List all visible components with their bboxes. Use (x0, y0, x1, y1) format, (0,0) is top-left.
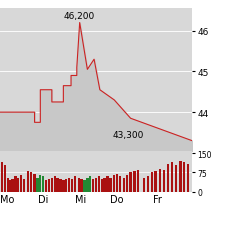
Bar (133, 171, 136, 192)
Bar (171, 163, 173, 192)
Text: Fr: Fr (153, 194, 162, 204)
Bar (59, 179, 62, 192)
Bar (86, 178, 89, 192)
Bar (36, 178, 39, 192)
Bar (137, 170, 139, 192)
Bar (113, 175, 115, 192)
Bar (109, 178, 112, 192)
Bar (83, 180, 86, 192)
Bar (33, 174, 36, 192)
Bar (11, 179, 14, 192)
Bar (20, 175, 22, 192)
Bar (62, 180, 65, 192)
Bar (123, 178, 125, 192)
Bar (74, 176, 76, 192)
Bar (42, 176, 44, 192)
Bar (174, 165, 177, 192)
Bar (30, 173, 32, 192)
Bar (150, 173, 153, 192)
Bar (179, 161, 182, 192)
Bar (106, 176, 109, 192)
Bar (103, 178, 106, 192)
Bar (116, 174, 118, 192)
Bar (39, 175, 42, 192)
Bar (1, 163, 3, 192)
Bar (23, 179, 25, 192)
Text: 46,200: 46,200 (64, 12, 95, 21)
Bar (48, 179, 50, 192)
Bar (92, 179, 94, 192)
Bar (126, 175, 128, 192)
Bar (65, 179, 67, 192)
Bar (119, 176, 121, 192)
Bar (80, 179, 83, 192)
Text: Mi: Mi (75, 194, 86, 204)
Bar (159, 169, 162, 192)
Bar (54, 176, 56, 192)
Bar (9, 180, 11, 192)
Bar (56, 178, 59, 192)
Bar (187, 164, 189, 192)
Bar (68, 178, 70, 192)
Text: 43,300: 43,300 (112, 130, 144, 139)
Bar (89, 176, 91, 192)
Bar (45, 180, 47, 192)
Bar (163, 170, 165, 192)
Bar (78, 178, 80, 192)
Bar (129, 173, 132, 192)
Bar (51, 178, 53, 192)
Bar (4, 165, 6, 192)
Bar (143, 178, 145, 192)
Bar (101, 179, 103, 192)
Text: Di: Di (38, 194, 48, 204)
Bar (154, 171, 157, 192)
Bar (71, 179, 73, 192)
Bar (147, 176, 149, 192)
Text: Mo: Mo (0, 194, 15, 204)
Bar (27, 171, 29, 192)
Bar (183, 163, 186, 192)
Bar (98, 176, 100, 192)
Bar (6, 178, 9, 192)
Bar (95, 178, 97, 192)
Text: Do: Do (110, 194, 124, 204)
Bar (167, 164, 169, 192)
Bar (14, 176, 17, 192)
Bar (17, 178, 19, 192)
